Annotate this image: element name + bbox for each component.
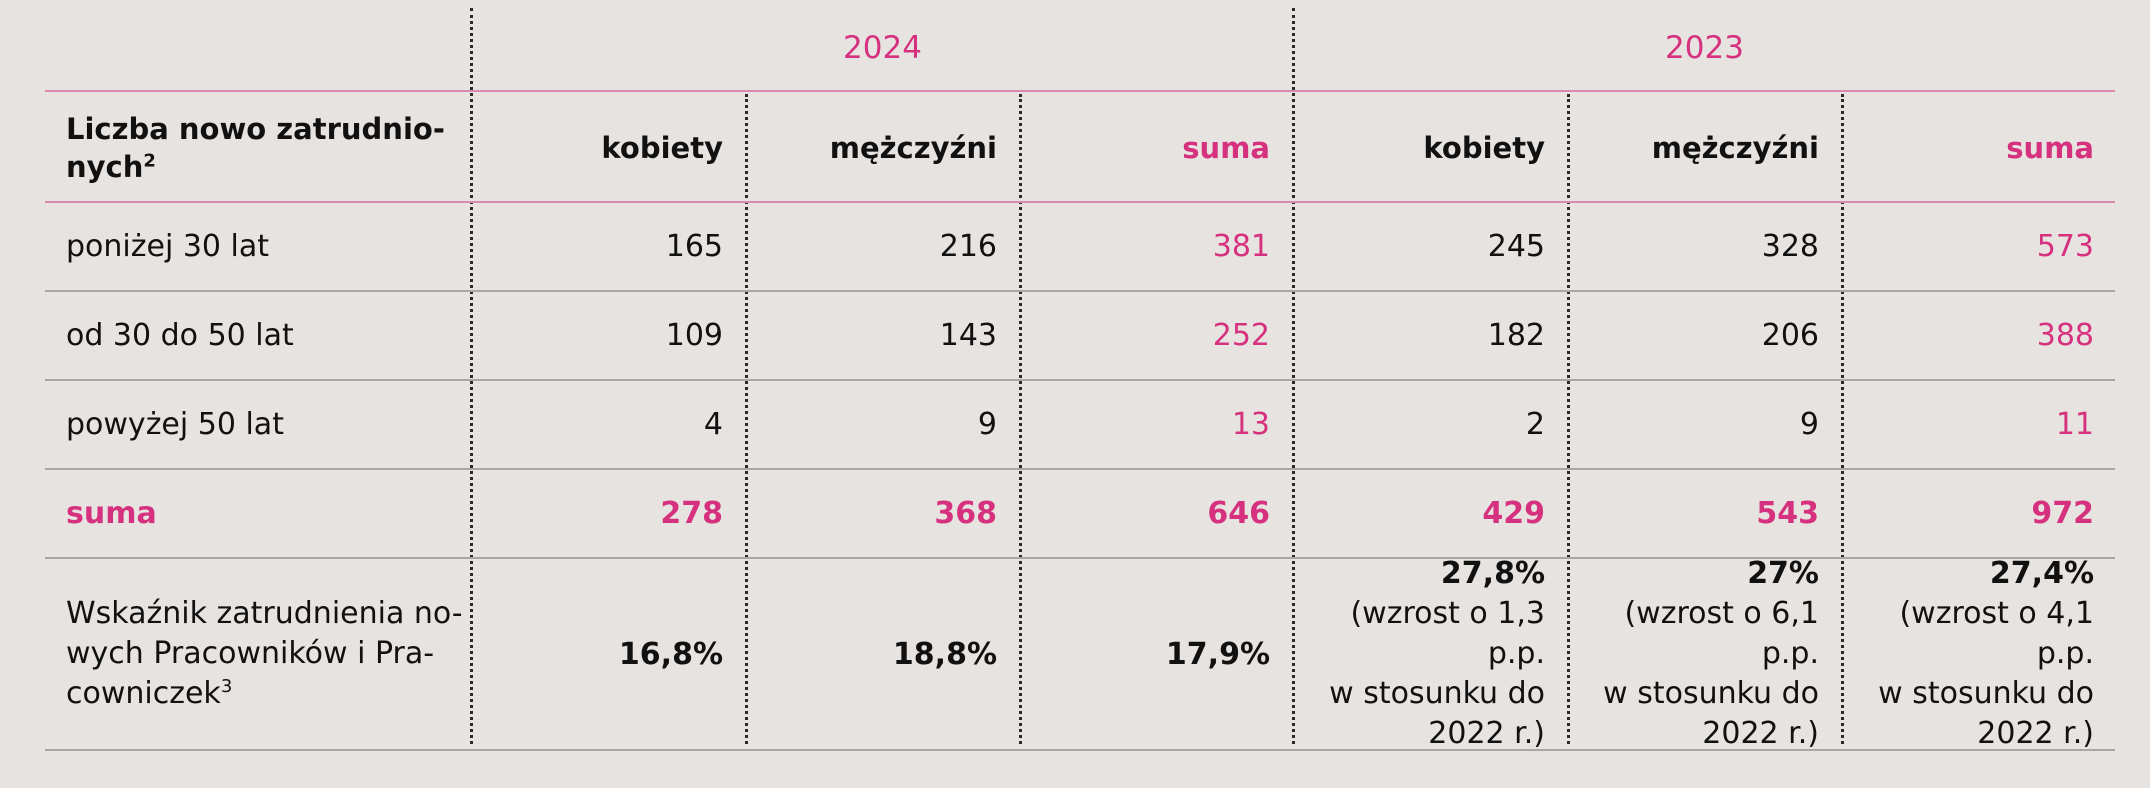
row-rule xyxy=(45,749,2115,751)
table-cell: 143 xyxy=(939,318,997,353)
rate-note: 2022 r.) xyxy=(1428,716,1545,751)
rate-value: 27% xyxy=(1747,556,1819,591)
table-cell: 13 xyxy=(1231,407,1270,442)
rate-note: w stosunku do xyxy=(1329,676,1545,711)
total-cell: 972 xyxy=(2031,496,2094,531)
rate-label-line2: wych Pracowników i Pra- xyxy=(66,636,435,671)
rate-value: 27,4% xyxy=(1989,556,2094,591)
rate-note: (wzrost o 6,1 p.p. xyxy=(1624,596,1819,671)
year-header-2023: 2023 xyxy=(1665,30,1744,66)
row-rule xyxy=(45,290,2115,292)
table-cell: 388 xyxy=(2036,318,2094,353)
table-cell: 9 xyxy=(977,407,997,442)
column-divider xyxy=(470,8,473,744)
row-rule xyxy=(45,379,2115,381)
table-cell: 252 xyxy=(1212,318,1270,353)
total-label: suma xyxy=(66,496,157,531)
rate-label-line1: Wskaźnik zatrudnienia no- xyxy=(66,596,463,631)
rate-note: w stosunku do xyxy=(1878,676,2094,711)
rate-value: 27,8% xyxy=(1440,556,1545,591)
rate-cell-2023-women: 27,8% (wzrost o 1,3 p.p. w stosunku do 2… xyxy=(1295,556,1545,751)
total-cell: 278 xyxy=(660,496,723,531)
column-divider xyxy=(1567,94,1570,744)
footnote-marker: 3 xyxy=(220,676,233,697)
rate-label: Wskaźnik zatrudnienia no- wych Pracownik… xyxy=(66,559,466,749)
footnote-marker: 2 xyxy=(143,149,156,171)
table-cell: 182 xyxy=(1487,318,1545,353)
col-header-2024-women: kobiety xyxy=(601,130,723,165)
header-label: Liczba nowo zatrudnio- nych2 xyxy=(66,95,456,200)
col-header-2024-men: mężczyźni xyxy=(829,130,997,165)
total-cell: 429 xyxy=(1482,496,1545,531)
table-cell: 9 xyxy=(1799,407,1819,442)
total-cell: 646 xyxy=(1207,496,1270,531)
rate-cell: 18,8% xyxy=(892,636,997,672)
rate-cell-2023-men: 27% (wzrost o 6,1 p.p. w stosunku do 202… xyxy=(1570,556,1819,751)
rate-label-line3: cowniczek xyxy=(66,676,221,711)
header-rule xyxy=(45,90,2115,92)
rate-note: (wzrost o 4,1 p.p. xyxy=(1899,596,2094,671)
column-divider xyxy=(745,94,748,744)
column-divider xyxy=(1292,8,1295,744)
rate-note: 2022 r.) xyxy=(1977,716,2094,751)
rate-note: w stosunku do xyxy=(1603,676,1819,711)
row-label: powyżej 50 lat xyxy=(66,407,284,442)
col-header-2023-sum: suma xyxy=(2006,130,2094,165)
column-divider xyxy=(1841,94,1844,744)
rate-cell-2023-sum: 27,4% (wzrost o 4,1 p.p. w stosunku do 2… xyxy=(1844,556,2094,751)
row-rule xyxy=(45,468,2115,470)
rate-cell: 17,9% xyxy=(1165,636,1270,672)
col-header-2023-women: kobiety xyxy=(1423,130,1545,165)
row-rule xyxy=(45,557,2115,559)
table-cell: 573 xyxy=(2036,229,2094,264)
table-cell: 328 xyxy=(1761,229,1819,264)
table-cell: 2 xyxy=(1525,407,1545,442)
table-cell: 381 xyxy=(1212,229,1270,264)
table-cell: 4 xyxy=(703,407,723,442)
col-header-2024-sum: suma xyxy=(1182,130,1270,165)
col-header-2023-men: mężczyźni xyxy=(1651,130,1819,165)
rate-note: (wzrost o 1,3 p.p. xyxy=(1350,596,1545,671)
column-divider xyxy=(1019,94,1022,744)
table-cell: 206 xyxy=(1761,318,1819,353)
header-label-line2: nych xyxy=(66,149,144,184)
year-header-2024: 2024 xyxy=(843,30,922,66)
rate-note: 2022 r.) xyxy=(1702,716,1819,751)
row-label: poniżej 30 lat xyxy=(66,229,270,264)
table-cell: 216 xyxy=(939,229,997,264)
row-label: od 30 do 50 lat xyxy=(66,318,294,353)
header-label-line1: Liczba nowo zatrudnio- xyxy=(66,111,445,146)
header-rule xyxy=(45,201,2115,203)
table-cell: 245 xyxy=(1487,229,1545,264)
rate-cell: 16,8% xyxy=(618,636,723,672)
table-cell: 109 xyxy=(665,318,723,353)
table-cell: 11 xyxy=(2055,407,2094,442)
total-cell: 543 xyxy=(1756,496,1819,531)
total-cell: 368 xyxy=(934,496,997,531)
table-cell: 165 xyxy=(665,229,723,264)
